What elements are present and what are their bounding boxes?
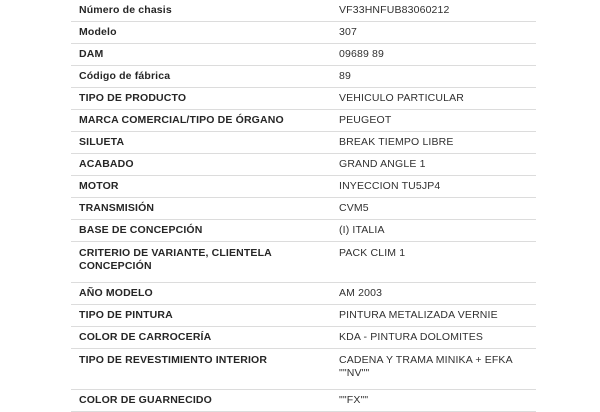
- spec-label-cell: TIPO DE PINTURA: [71, 305, 337, 327]
- spec-label-text: AÑO MODELO: [79, 287, 153, 299]
- spec-label-text: COLOR DE CARROCERÍA: [79, 331, 212, 343]
- spec-value-text: 307: [339, 26, 357, 38]
- spec-value-text: INYECCION TU5JP4: [339, 180, 441, 192]
- spec-label-cell: Código de fábrica: [71, 66, 337, 88]
- table-row: TIPO DE PRODUCTO VEHICULO PARTICULAR: [71, 87, 536, 110]
- spec-value-cell: CADENA Y TRAMA MINIKA + EFKA ""NV"": [337, 349, 536, 390]
- table-row: MOTOR INYECCION TU5JP4: [71, 175, 536, 198]
- table-row: CRITERIO DE VARIANTE, CLIENTELA CONCEPCI…: [71, 241, 536, 283]
- table-row: MARCA COMERCIAL/TIPO DE ÓRGANO PEUGEOT: [71, 109, 536, 132]
- spec-value-text: AM 2003: [339, 287, 383, 299]
- spec-value-text: 09689 89: [339, 48, 384, 60]
- spec-label-cell: COLOR DE CARROCERÍA: [71, 327, 337, 349]
- spec-value-cell: AM 2003: [337, 283, 536, 305]
- table-row: Modelo 307: [71, 21, 536, 44]
- spec-value-cell: KDA - PINTURA DOLOMITES: [337, 327, 536, 349]
- spec-value-cell: PACK CLIM 1: [337, 242, 536, 283]
- table-row: TIPO DE REVESTIMIENTO INTERIOR CADENA Y …: [71, 348, 536, 390]
- spec-label-cell: Modelo: [71, 22, 337, 44]
- spec-label-cell: SILUETA: [71, 132, 337, 154]
- spec-value-text: KDA - PINTURA DOLOMITES: [339, 331, 484, 343]
- spec-label-cell: AÑO MODELO: [71, 283, 337, 305]
- spec-label-cell: TIPO DE REVESTIMIENTO INTERIOR: [71, 349, 337, 390]
- spec-label-cell: DAM: [71, 44, 337, 66]
- spec-value-text: (I) ITALIA: [339, 224, 385, 236]
- table-row: AÑO MODELO AM 2003: [71, 282, 536, 305]
- spec-value-cell: PEUGEOT: [337, 110, 536, 132]
- spec-value-text-line2: ""NV"": [339, 367, 370, 379]
- spec-value-cell: 307: [337, 22, 536, 44]
- spec-label-text: SILUETA: [79, 136, 125, 148]
- spec-value-cell: 89: [337, 66, 536, 88]
- spec-label-cell: BASE DE CONCEPCIÓN: [71, 220, 337, 242]
- spec-label-text: TRANSMISIÓN: [79, 202, 155, 214]
- spec-value-text: PEUGEOT: [339, 114, 392, 126]
- table-row: TIPO DE PINTURA PINTURA METALIZADA VERNI…: [71, 304, 536, 327]
- spec-value-cell: PINTURA METALIZADA VERNIE: [337, 305, 536, 327]
- spec-value-text: VF33HNFUB83060212: [339, 4, 450, 16]
- table-row: Código de fábrica 89: [71, 65, 536, 88]
- spec-value-cell: GRAND ANGLE 1: [337, 154, 536, 176]
- spec-value-text: PINTURA METALIZADA VERNIE: [339, 309, 498, 321]
- spec-label-text: Número de chasis: [79, 4, 172, 16]
- table-row: COLOR DE GUARNECIDO ""FX"": [71, 389, 536, 412]
- spec-label-text: TIPO DE PINTURA: [79, 309, 173, 321]
- spec-value-cell: ""FX"": [337, 390, 536, 412]
- spec-value-cell: CVM5: [337, 198, 536, 220]
- table-row: ACABADO GRAND ANGLE 1: [71, 153, 536, 176]
- spec-table-body: Número de chasis VF33HNFUB83060212 Model…: [71, 0, 536, 412]
- table-row: BASE DE CONCEPCIÓN (I) ITALIA: [71, 219, 536, 242]
- table-row: DAM 09689 89: [71, 43, 536, 66]
- spec-label-text: CRITERIO DE VARIANTE, CLIENTELA: [79, 247, 272, 259]
- spec-value-cell: VEHICULO PARTICULAR: [337, 88, 536, 110]
- spec-label-text: DAM: [79, 48, 104, 60]
- spec-label-cell: ACABADO: [71, 154, 337, 176]
- spec-label-cell: TIPO DE PRODUCTO: [71, 88, 337, 110]
- spec-value-text: ""FX"": [339, 394, 369, 406]
- spec-label-text: MARCA COMERCIAL/TIPO DE ÓRGANO: [79, 114, 284, 126]
- spec-value-text: BREAK TIEMPO LIBRE: [339, 136, 454, 148]
- spec-value-cell: (I) ITALIA: [337, 220, 536, 242]
- vehicle-spec-sheet: Número de chasis VF33HNFUB83060212 Model…: [71, 0, 536, 412]
- spec-value-text: VEHICULO PARTICULAR: [339, 92, 464, 104]
- spec-value-text: CVM5: [339, 202, 369, 214]
- table-row: Número de chasis VF33HNFUB83060212: [71, 0, 536, 22]
- spec-label-cell: CRITERIO DE VARIANTE, CLIENTELA CONCEPCI…: [71, 242, 337, 283]
- spec-value-text: 89: [339, 70, 351, 82]
- spec-label-text: MOTOR: [79, 180, 119, 192]
- spec-label-text: BASE DE CONCEPCIÓN: [79, 224, 203, 236]
- spec-label-cell: Número de chasis: [71, 0, 337, 22]
- table-row: SILUETA BREAK TIEMPO LIBRE: [71, 131, 536, 154]
- spec-label-text: TIPO DE PRODUCTO: [79, 92, 187, 104]
- spec-value-cell: VF33HNFUB83060212: [337, 0, 536, 22]
- spec-value-cell: 09689 89: [337, 44, 536, 66]
- spec-value-cell: INYECCION TU5JP4: [337, 176, 536, 198]
- spec-label-text: TIPO DE REVESTIMIENTO INTERIOR: [79, 354, 268, 366]
- spec-label-text: Modelo: [79, 26, 117, 38]
- table-row: TRANSMISIÓN CVM5: [71, 197, 536, 220]
- table-row: COLOR DE CARROCERÍA KDA - PINTURA DOLOMI…: [71, 326, 536, 349]
- spec-label-text: COLOR DE GUARNECIDO: [79, 394, 212, 406]
- spec-value-cell: BREAK TIEMPO LIBRE: [337, 132, 536, 154]
- vehicle-spec-table: Número de chasis VF33HNFUB83060212 Model…: [71, 0, 536, 412]
- spec-label-cell: COLOR DE GUARNECIDO: [71, 390, 337, 412]
- spec-value-text: PACK CLIM 1: [339, 247, 406, 259]
- spec-label-cell: TRANSMISIÓN: [71, 198, 337, 220]
- spec-label-text: ACABADO: [79, 158, 134, 170]
- spec-value-text: CADENA Y TRAMA MINIKA + EFKA: [339, 354, 513, 366]
- spec-label-cell: MOTOR: [71, 176, 337, 198]
- spec-label-text: Código de fábrica: [79, 70, 171, 82]
- spec-label-text-line2: CONCEPCIÓN: [79, 260, 152, 272]
- spec-label-cell: MARCA COMERCIAL/TIPO DE ÓRGANO: [71, 110, 337, 132]
- spec-value-text: GRAND ANGLE 1: [339, 158, 426, 170]
